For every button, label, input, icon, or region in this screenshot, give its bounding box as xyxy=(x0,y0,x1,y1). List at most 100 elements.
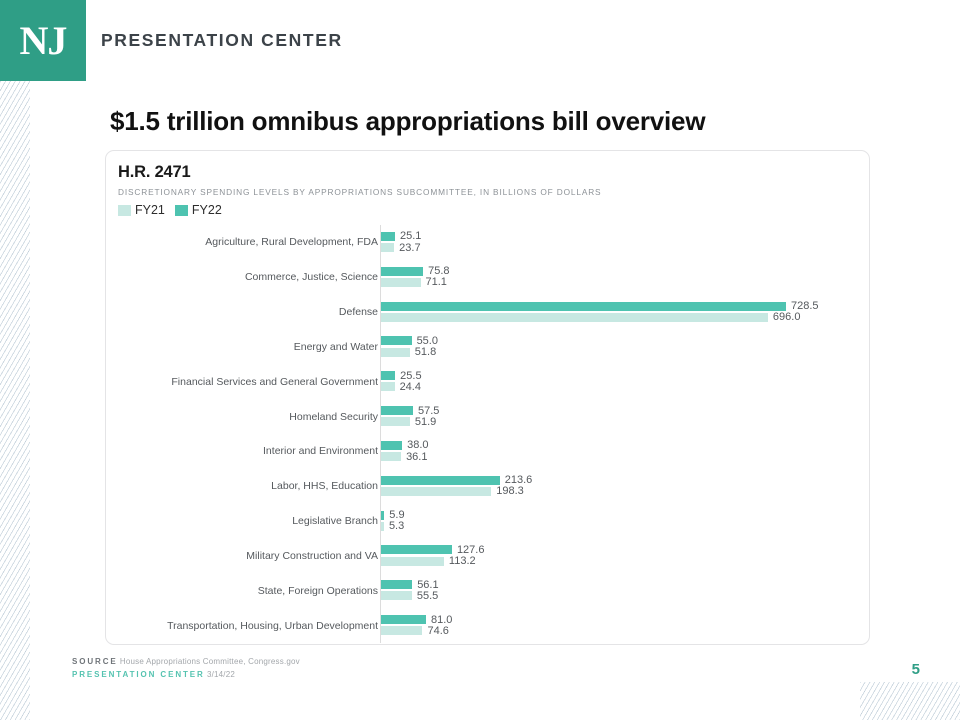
legend-label: FY22 xyxy=(192,203,222,217)
bar-value-label: 24.4 xyxy=(400,381,421,393)
nj-logo-block: NJ xyxy=(0,0,86,81)
category-label: Labor, HHS, Education xyxy=(271,480,378,492)
bar-rect xyxy=(381,302,786,311)
category-label: Financial Services and General Governmen… xyxy=(171,376,378,388)
bar-value-label: 74.6 xyxy=(427,625,448,637)
legend-item-fy22[interactable]: FY22 xyxy=(175,203,222,217)
bar-fy21[interactable]: 71.1 xyxy=(381,278,447,287)
bar-value-label: 198.3 xyxy=(496,485,524,497)
bar-fy21[interactable]: 696.0 xyxy=(381,313,800,322)
bar-fy22[interactable]: 5.9 xyxy=(381,511,405,520)
chart-title: H.R. 2471 xyxy=(118,163,191,182)
chart-row: Financial Services and General Governmen… xyxy=(106,364,871,399)
bar-fy21[interactable]: 51.8 xyxy=(381,348,436,357)
category-label: State, Foreign Operations xyxy=(258,585,378,597)
brand-name: PRESENTATION CENTER xyxy=(101,30,343,51)
chart-row: Military Construction and VA127.6113.2 xyxy=(106,539,871,574)
category-label: Energy and Water xyxy=(294,341,378,353)
bar-fy21[interactable]: 74.6 xyxy=(381,626,449,635)
bar-rect xyxy=(381,267,423,276)
chart-row: State, Foreign Operations56.155.5 xyxy=(106,573,871,608)
bar-rect xyxy=(381,348,410,357)
chart-row: Interior and Environment38.036.1 xyxy=(106,434,871,469)
category-label: Homeland Security xyxy=(289,411,378,423)
bar-rect xyxy=(381,313,768,322)
bar-value-label: 23.7 xyxy=(399,242,420,254)
bar-rect xyxy=(381,580,412,589)
bar-rect xyxy=(381,626,422,635)
chart-subtitle: DISCRETIONARY SPENDING LEVELS BY APPROPR… xyxy=(118,187,601,197)
bar-value-label: 55.5 xyxy=(417,590,438,602)
bar-rect xyxy=(381,487,491,496)
source-line: SOURCE House Appropriations Committee, C… xyxy=(72,655,300,668)
legend-swatch-icon xyxy=(118,205,131,216)
bar-fy22[interactable]: 38.0 xyxy=(381,441,429,450)
bar-fy22[interactable]: 57.5 xyxy=(381,406,439,415)
bar-fy21[interactable]: 198.3 xyxy=(381,487,524,496)
bar-rect xyxy=(381,382,395,391)
bar-fy22[interactable]: 56.1 xyxy=(381,580,439,589)
bar-fy21[interactable]: 24.4 xyxy=(381,382,421,391)
chart-row: Homeland Security57.551.9 xyxy=(106,399,871,434)
bar-fy22[interactable]: 213.6 xyxy=(381,476,532,485)
bar-rect xyxy=(381,452,401,461)
bar-value-label: 5.3 xyxy=(389,520,404,532)
left-hatch-decoration xyxy=(0,80,30,720)
category-label: Military Construction and VA xyxy=(246,550,378,562)
category-label: Agriculture, Rural Development, FDA xyxy=(205,236,378,248)
nj-logo-text: NJ xyxy=(20,21,67,61)
bar-fy21[interactable]: 36.1 xyxy=(381,452,427,461)
presentation-center-label: PRESENTATION CENTER xyxy=(72,670,205,679)
bar-rect xyxy=(381,476,500,485)
bar-rect xyxy=(381,417,410,426)
chart-row: Agriculture, Rural Development, FDA25.12… xyxy=(106,225,871,260)
bar-fy22[interactable]: 55.0 xyxy=(381,336,438,345)
category-label: Transportation, Housing, Urban Developme… xyxy=(167,620,378,632)
source-value: House Appropriations Committee, Congress… xyxy=(120,657,300,666)
bar-fy21[interactable]: 113.2 xyxy=(381,557,476,566)
chart-row: Energy and Water55.051.8 xyxy=(106,330,871,365)
bar-rect xyxy=(381,522,384,531)
chart-row: Legislative Branch5.95.3 xyxy=(106,504,871,539)
bar-fy21[interactable]: 23.7 xyxy=(381,243,421,252)
chart-plot-area: Agriculture, Rural Development, FDA25.12… xyxy=(106,225,871,643)
legend-label: FY21 xyxy=(135,203,165,217)
category-label: Commerce, Justice, Science xyxy=(245,271,378,283)
bar-rect xyxy=(381,591,412,600)
bar-rect xyxy=(381,406,413,415)
bar-rect xyxy=(381,243,394,252)
chart-row: Labor, HHS, Education213.6198.3 xyxy=(106,469,871,504)
legend-swatch-icon xyxy=(175,205,188,216)
bar-rect xyxy=(381,232,395,241)
category-label: Interior and Environment xyxy=(263,445,378,457)
bar-fy21[interactable]: 51.9 xyxy=(381,417,436,426)
footer-date: 3/14/22 xyxy=(207,670,235,679)
chart-row: Transportation, Housing, Urban Developme… xyxy=(106,608,871,643)
bar-rect xyxy=(381,615,426,624)
chart-row: Defense728.5696.0 xyxy=(106,295,871,330)
bar-value-label: 51.9 xyxy=(415,416,436,428)
category-label: Legislative Branch xyxy=(292,515,378,527)
bar-fy22[interactable]: 127.6 xyxy=(381,545,484,554)
bar-value-label: 71.1 xyxy=(426,276,447,288)
chart-legend: FY21 FY22 xyxy=(118,203,228,217)
bar-rect xyxy=(381,511,384,520)
bar-value-label: 51.8 xyxy=(415,346,436,358)
bar-fy22[interactable]: 728.5 xyxy=(381,302,819,311)
page-number: 5 xyxy=(912,661,920,678)
bar-fy22[interactable]: 81.0 xyxy=(381,615,452,624)
presentation-center-line: PRESENTATION CENTER 3/14/22 xyxy=(72,668,300,681)
corner-hatch-decoration xyxy=(860,682,960,720)
bar-fy21[interactable]: 55.5 xyxy=(381,591,438,600)
bar-value-label: 36.1 xyxy=(406,451,427,463)
legend-item-fy21[interactable]: FY21 xyxy=(118,203,165,217)
bar-rect xyxy=(381,545,452,554)
bar-fy22[interactable]: 25.1 xyxy=(381,232,421,241)
bar-fy21[interactable]: 5.3 xyxy=(381,522,404,531)
bar-fy22[interactable]: 25.5 xyxy=(381,371,422,380)
bar-fy22[interactable]: 75.8 xyxy=(381,267,450,276)
bar-rect xyxy=(381,557,444,566)
footer: SOURCE House Appropriations Committee, C… xyxy=(72,655,300,681)
chart-card: H.R. 2471 DISCRETIONARY SPENDING LEVELS … xyxy=(105,150,870,645)
bar-value-label: 113.2 xyxy=(449,555,476,567)
